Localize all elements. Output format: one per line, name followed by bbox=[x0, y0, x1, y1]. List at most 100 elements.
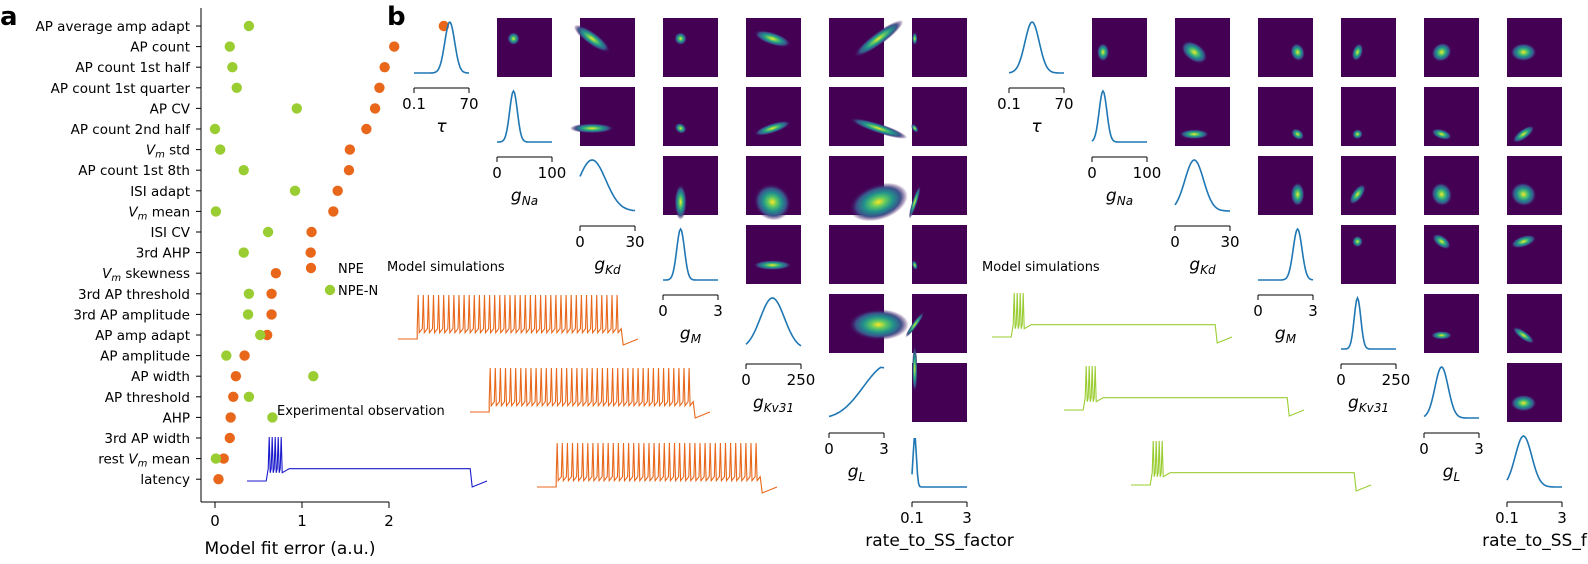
density-blob bbox=[848, 309, 909, 341]
density-blob bbox=[674, 32, 687, 46]
density-1-3-6 bbox=[1507, 225, 1562, 284]
density-blob bbox=[1352, 129, 1363, 140]
density-blob bbox=[1431, 331, 1453, 340]
density-1-1-3 bbox=[1258, 87, 1313, 146]
density-blob bbox=[1512, 326, 1535, 344]
model-simulations-label-right: Model simulations bbox=[982, 260, 1100, 275]
dot-npe bbox=[332, 185, 343, 196]
dot-npe-n bbox=[210, 453, 222, 464]
marginal-curve bbox=[497, 89, 552, 143]
feature-label: 3rd AP amplitude bbox=[73, 307, 190, 323]
density-0-2-5 bbox=[829, 156, 908, 222]
dot-npe bbox=[343, 165, 355, 176]
density-blob bbox=[570, 123, 615, 134]
density-cell bbox=[1341, 18, 1396, 77]
density-1-1-5 bbox=[1424, 87, 1479, 146]
density-1-0-2 bbox=[1175, 18, 1230, 77]
density-1-3-4 bbox=[1341, 225, 1396, 284]
density-cell bbox=[829, 225, 884, 284]
feature-label: AP count 1st quarter bbox=[51, 81, 191, 97]
density-blob bbox=[911, 260, 918, 270]
density-blob bbox=[1290, 182, 1305, 207]
param-label: τ bbox=[436, 117, 447, 137]
density-blob bbox=[1352, 235, 1363, 248]
dot-npe bbox=[270, 268, 282, 279]
marginal-tick-label: 250 bbox=[787, 371, 816, 389]
density-blob bbox=[1510, 182, 1537, 207]
dot-npe bbox=[328, 206, 339, 217]
density-blob bbox=[1431, 42, 1452, 62]
marginal-tick-label: 250 bbox=[1382, 371, 1411, 389]
marginal-1-5: 0 3 gL bbox=[1419, 366, 1484, 484]
density-1-4-5 bbox=[1424, 294, 1479, 353]
density-cell bbox=[912, 87, 967, 146]
feature-label: 3rd AP width bbox=[104, 431, 190, 447]
param-label: rate_to_SS_factor bbox=[865, 531, 1013, 551]
marginal-tick-label: 0.1 bbox=[402, 95, 426, 113]
feature-label: AP count 1st 8th bbox=[78, 163, 190, 179]
feature-label: AP count 1st half bbox=[75, 60, 191, 76]
density-0-1-3 bbox=[663, 87, 718, 146]
trace-npe-3 bbox=[537, 442, 778, 494]
density-0-3-5 bbox=[829, 225, 884, 284]
marginal-curve bbox=[1008, 21, 1064, 74]
param-label: τ bbox=[1031, 117, 1042, 137]
trace-experimental bbox=[247, 436, 488, 488]
density-0-2-3 bbox=[663, 156, 718, 220]
density-blob bbox=[1431, 128, 1452, 140]
dot-npe bbox=[239, 350, 250, 361]
panel-b-letter: b bbox=[387, 2, 406, 32]
marginal-curve bbox=[745, 297, 802, 347]
marginal-0-3: 0 3 gM bbox=[658, 227, 723, 346]
density-1-4-6 bbox=[1507, 294, 1562, 353]
density-blob bbox=[1432, 233, 1451, 250]
marginal-tick-label: 0.1 bbox=[1495, 509, 1519, 527]
density-cell bbox=[1507, 363, 1562, 422]
param-label: gM bbox=[680, 324, 702, 346]
dot-npe bbox=[389, 41, 400, 52]
experimental-observation-label: Experimental observation bbox=[277, 404, 445, 419]
marginal-0-0: 0.1 70 τ bbox=[402, 21, 479, 137]
density-cell bbox=[1507, 225, 1562, 284]
marginal-1-3: 0 3 gM bbox=[1253, 227, 1318, 346]
marginal-tick-label: 0 bbox=[741, 371, 751, 389]
density-cell bbox=[580, 87, 635, 146]
legend-label-npe-n: NPE-N bbox=[338, 284, 378, 299]
trace-npe-2 bbox=[470, 367, 711, 419]
density-blob bbox=[1096, 43, 1110, 62]
density-blob bbox=[1351, 43, 1364, 62]
density-cell bbox=[912, 363, 967, 422]
marginal-tick-label: 30 bbox=[625, 233, 644, 251]
density-0-0-2 bbox=[573, 18, 635, 77]
density-cell bbox=[1258, 18, 1313, 77]
density-0-1-6 bbox=[911, 87, 967, 146]
density-blob bbox=[1510, 394, 1537, 412]
dot-npe-n bbox=[224, 41, 235, 52]
density-blob bbox=[753, 260, 792, 271]
dot-npe-n bbox=[308, 371, 319, 382]
marginal-tick-label: 0 bbox=[575, 233, 585, 251]
dot-npe bbox=[361, 123, 372, 135]
density-0-3-4 bbox=[746, 225, 801, 284]
trace-npen-1 bbox=[992, 292, 1233, 344]
density-cell bbox=[746, 18, 801, 77]
density-0-4-5 bbox=[829, 294, 909, 353]
x-tick-label: 1 bbox=[297, 512, 307, 530]
dot-npe-n bbox=[221, 350, 232, 361]
density-0-0-1 bbox=[497, 18, 552, 77]
density-0-0-5 bbox=[829, 18, 904, 77]
marginal-tick-label: 0 bbox=[1419, 440, 1429, 458]
density-cell bbox=[1424, 18, 1479, 77]
density-blob bbox=[1179, 129, 1210, 140]
param-label: gKv31 bbox=[753, 393, 794, 415]
density-cell bbox=[1507, 294, 1562, 353]
density-1-3-5 bbox=[1424, 225, 1479, 284]
density-blob bbox=[1180, 40, 1208, 64]
density-blob bbox=[1290, 43, 1305, 62]
density-1-2-6 bbox=[1507, 156, 1562, 215]
marginal-tick-label: 0 bbox=[1087, 164, 1097, 182]
density-1-1-6 bbox=[1507, 87, 1562, 146]
